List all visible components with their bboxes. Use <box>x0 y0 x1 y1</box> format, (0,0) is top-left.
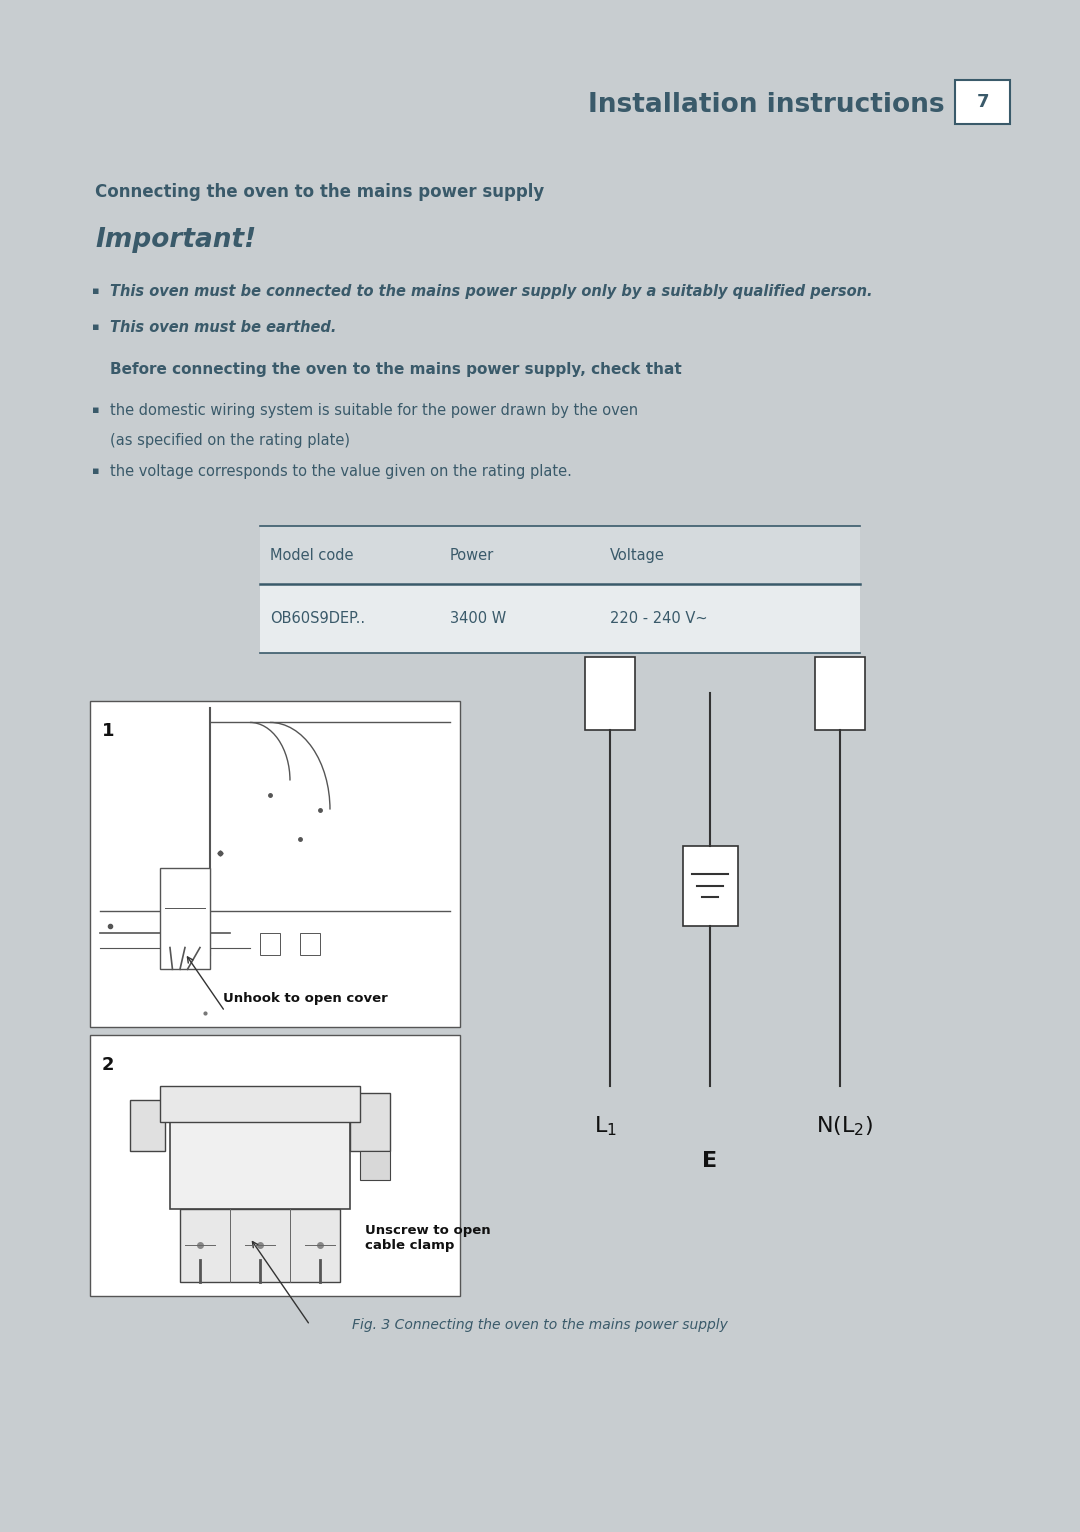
Text: E: E <box>702 1151 717 1170</box>
Text: Power: Power <box>450 548 495 562</box>
Text: ▪: ▪ <box>92 466 99 476</box>
Bar <box>160 867 210 970</box>
Text: the domestic wiring system is suitable for the power drawn by the oven: the domestic wiring system is suitable f… <box>110 403 638 418</box>
Bar <box>350 1092 390 1151</box>
Bar <box>260 933 280 954</box>
Text: N(L$_2$): N(L$_2$) <box>816 1115 874 1138</box>
Bar <box>683 846 738 925</box>
Text: 1: 1 <box>102 723 114 740</box>
Text: Important!: Important! <box>95 227 256 253</box>
Text: 2: 2 <box>102 1057 114 1074</box>
Text: L$_1$: L$_1$ <box>594 1115 617 1138</box>
Text: ▪: ▪ <box>92 404 99 415</box>
Text: Model code: Model code <box>270 548 353 562</box>
Bar <box>955 81 1010 124</box>
Text: OB60S9DEP..: OB60S9DEP.. <box>270 611 365 627</box>
Text: This oven must be connected to the mains power supply only by a suitably qualifi: This oven must be connected to the mains… <box>110 283 873 299</box>
Bar <box>360 1151 390 1180</box>
Bar <box>300 933 320 954</box>
Text: ▪: ▪ <box>92 322 99 332</box>
Bar <box>170 1092 350 1209</box>
Bar <box>130 1100 165 1151</box>
Text: the voltage corresponds to the value given on the rating plate.: the voltage corresponds to the value giv… <box>110 464 571 478</box>
Bar <box>90 700 460 1028</box>
Bar <box>260 527 860 585</box>
Text: 3400 W: 3400 W <box>450 611 507 627</box>
Bar <box>180 1209 340 1282</box>
Text: 220 - 240 V~: 220 - 240 V~ <box>610 611 707 627</box>
Text: Unscrew to open
cable clamp: Unscrew to open cable clamp <box>365 1224 490 1252</box>
Text: (as specified on the rating plate): (as specified on the rating plate) <box>110 434 350 449</box>
Bar <box>160 1086 360 1121</box>
Text: ▪: ▪ <box>92 286 99 296</box>
Bar <box>585 657 635 729</box>
Text: Connecting the oven to the mains power supply: Connecting the oven to the mains power s… <box>95 184 544 201</box>
Bar <box>260 585 860 653</box>
Bar <box>815 657 865 729</box>
Text: Unhook to open cover: Unhook to open cover <box>222 991 388 1005</box>
Text: Fig. 3 Connecting the oven to the mains power supply: Fig. 3 Connecting the oven to the mains … <box>352 1318 728 1333</box>
Text: Voltage: Voltage <box>610 548 665 562</box>
Text: Before connecting the oven to the mains power supply, check that: Before connecting the oven to the mains … <box>110 362 681 377</box>
Bar <box>90 1034 460 1296</box>
Text: Installation instructions: Installation instructions <box>589 92 945 118</box>
Text: 7: 7 <box>976 93 989 112</box>
Text: This oven must be earthed.: This oven must be earthed. <box>110 320 336 336</box>
